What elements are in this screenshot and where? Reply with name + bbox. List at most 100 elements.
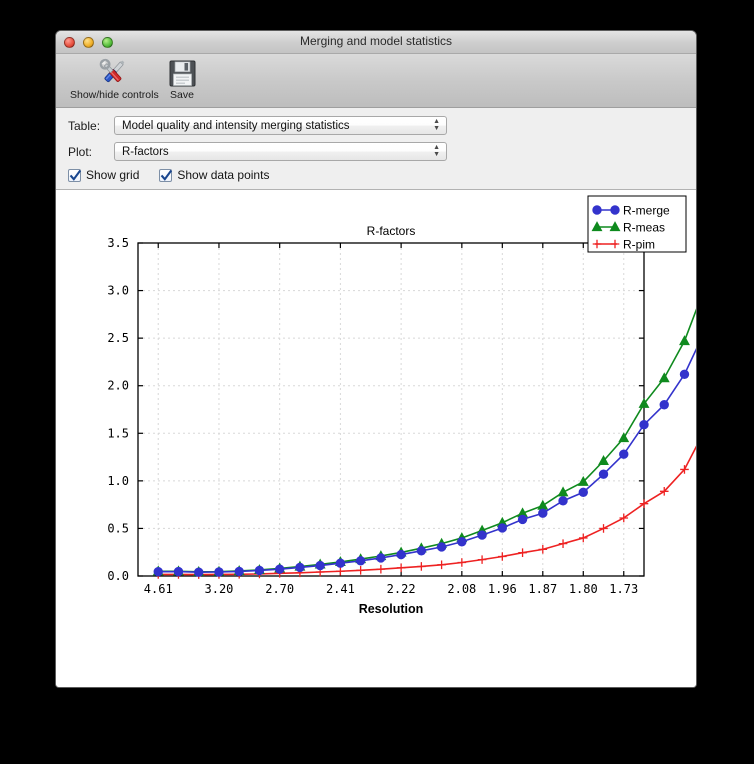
series-r-meas bbox=[152, 308, 696, 576]
y-axis-tick-label: 1.5 bbox=[107, 426, 129, 440]
data-point-marker bbox=[153, 567, 163, 577]
data-point-marker bbox=[610, 239, 620, 249]
x-axis-label: Resolution bbox=[359, 602, 424, 616]
data-point-marker bbox=[335, 558, 346, 568]
x-axis-tick-label: 1.96 bbox=[488, 582, 517, 596]
x-axis-tick-label: 4.61 bbox=[144, 582, 173, 596]
data-point-marker bbox=[315, 560, 325, 571]
table-label: Table: bbox=[68, 118, 101, 133]
data-point-marker bbox=[578, 533, 588, 543]
series-r-merge bbox=[153, 348, 696, 577]
data-point-marker bbox=[638, 397, 650, 408]
data-point-marker bbox=[355, 556, 366, 566]
data-point-marker bbox=[477, 555, 487, 564]
data-point-marker bbox=[679, 369, 690, 379]
data-point-marker bbox=[558, 496, 568, 506]
maximize-window-button[interactable] bbox=[102, 37, 113, 48]
data-point-marker bbox=[376, 564, 386, 574]
close-window-button[interactable] bbox=[64, 37, 75, 48]
data-point-marker bbox=[436, 542, 447, 552]
data-point-marker bbox=[477, 530, 487, 540]
r-factors-chart[interactable]: 0.0 0.5 1.0 1.5 2.0 2.5 3.0 3.5 4.61 3.20 2.70 2.41… bbox=[56, 190, 696, 688]
data-point-marker bbox=[416, 546, 427, 556]
data-point-marker bbox=[599, 524, 608, 533]
series-line bbox=[158, 445, 696, 576]
plot-selector-row: Plot: R-factors ▲ ▼ bbox=[68, 142, 696, 161]
chevron-updown-icon: ▲ ▼ bbox=[433, 118, 440, 132]
data-point-marker bbox=[274, 564, 285, 574]
show-grid-checkbox[interactable]: Show grid bbox=[68, 168, 139, 182]
data-point-marker bbox=[336, 566, 345, 576]
data-point-marker bbox=[558, 539, 568, 548]
data-point-marker bbox=[577, 475, 589, 486]
data-point-marker bbox=[598, 469, 609, 479]
data-point-marker bbox=[618, 432, 630, 443]
checkbox-row: Show grid Show data points bbox=[68, 168, 696, 182]
window-titlebar[interactable]: Merging and model statistics bbox=[56, 31, 696, 54]
x-axis-tick-label: 2.22 bbox=[387, 582, 416, 596]
data-point-marker bbox=[680, 465, 689, 474]
data-point-marker bbox=[537, 499, 549, 510]
data-point-marker bbox=[679, 335, 690, 346]
data-point-marker bbox=[578, 487, 588, 497]
data-point-marker bbox=[254, 565, 265, 576]
data-point-marker bbox=[437, 560, 446, 570]
data-point-marker bbox=[538, 545, 548, 554]
data-point-marker bbox=[538, 508, 548, 518]
checkbox-box bbox=[159, 168, 173, 182]
show-hide-controls-button[interactable]: Show/hide controls bbox=[70, 56, 159, 102]
checkmark-icon bbox=[69, 169, 82, 181]
save-label: Save bbox=[170, 89, 194, 101]
legend-label: R-meas bbox=[623, 221, 665, 235]
data-point-marker bbox=[295, 562, 305, 573]
y-axis-tick-label: 1.0 bbox=[107, 474, 129, 488]
show-data-points-checkbox[interactable]: Show data points bbox=[159, 168, 269, 182]
data-point-marker bbox=[396, 549, 406, 560]
controls-panel: Table: Model quality and intensity mergi… bbox=[56, 108, 696, 190]
data-point-marker bbox=[557, 486, 569, 497]
data-point-marker bbox=[619, 513, 629, 523]
y-axis-tick-label: 0.5 bbox=[107, 521, 129, 535]
x-axis-tick-label: 3.20 bbox=[205, 582, 234, 596]
data-point-marker bbox=[658, 372, 670, 383]
plot-dropdown[interactable]: R-factors ▲ ▼ bbox=[114, 142, 447, 161]
window-title: Merging and model statistics bbox=[299, 34, 453, 48]
chart-legend: R-merge R-meas R-pim bbox=[587, 195, 687, 253]
data-point-marker bbox=[518, 548, 527, 557]
table-dropdown-value: Model quality and intensity merging stat… bbox=[122, 119, 350, 132]
checkmark-icon bbox=[161, 169, 173, 181]
data-point-marker bbox=[610, 205, 620, 215]
toolbar: Show/hide controls Save bbox=[56, 54, 696, 108]
minimize-window-button[interactable] bbox=[83, 37, 94, 48]
data-point-marker bbox=[498, 552, 507, 561]
data-point-marker bbox=[497, 523, 508, 533]
plot-dropdown-value: R-factors bbox=[122, 145, 169, 158]
data-point-marker bbox=[376, 553, 386, 563]
legend-label: R-pim bbox=[623, 238, 655, 252]
data-point-marker bbox=[619, 449, 629, 459]
plot-label: Plot: bbox=[68, 144, 93, 159]
data-point-marker bbox=[592, 239, 602, 249]
x-axis-tick-label: 1.80 bbox=[569, 582, 598, 596]
x-axis-tick-label: 2.70 bbox=[265, 582, 294, 596]
y-axis-tick-label: 2.5 bbox=[107, 331, 129, 345]
table-dropdown[interactable]: Model quality and intensity merging stat… bbox=[114, 116, 447, 135]
show-hide-controls-label: Show/hide controls bbox=[70, 89, 159, 101]
x-axis-tick-label: 1.87 bbox=[528, 582, 557, 596]
plot-frame bbox=[137, 242, 645, 577]
chevron-updown-icon: ▲ ▼ bbox=[433, 144, 440, 158]
show-data-points-label: Show data points bbox=[177, 168, 270, 182]
data-point-marker bbox=[659, 487, 669, 496]
chart-title: R-factors bbox=[367, 224, 416, 238]
legend-box bbox=[587, 195, 687, 253]
data-point-marker bbox=[457, 537, 467, 547]
data-point-marker bbox=[639, 499, 649, 508]
data-point-marker bbox=[417, 562, 426, 571]
data-point-marker bbox=[659, 400, 669, 410]
x-axis-tick-label: 2.08 bbox=[447, 582, 476, 596]
data-point-marker bbox=[598, 455, 609, 465]
save-button[interactable]: Save bbox=[156, 56, 208, 102]
series-line bbox=[158, 308, 696, 573]
data-point-marker bbox=[639, 420, 649, 430]
